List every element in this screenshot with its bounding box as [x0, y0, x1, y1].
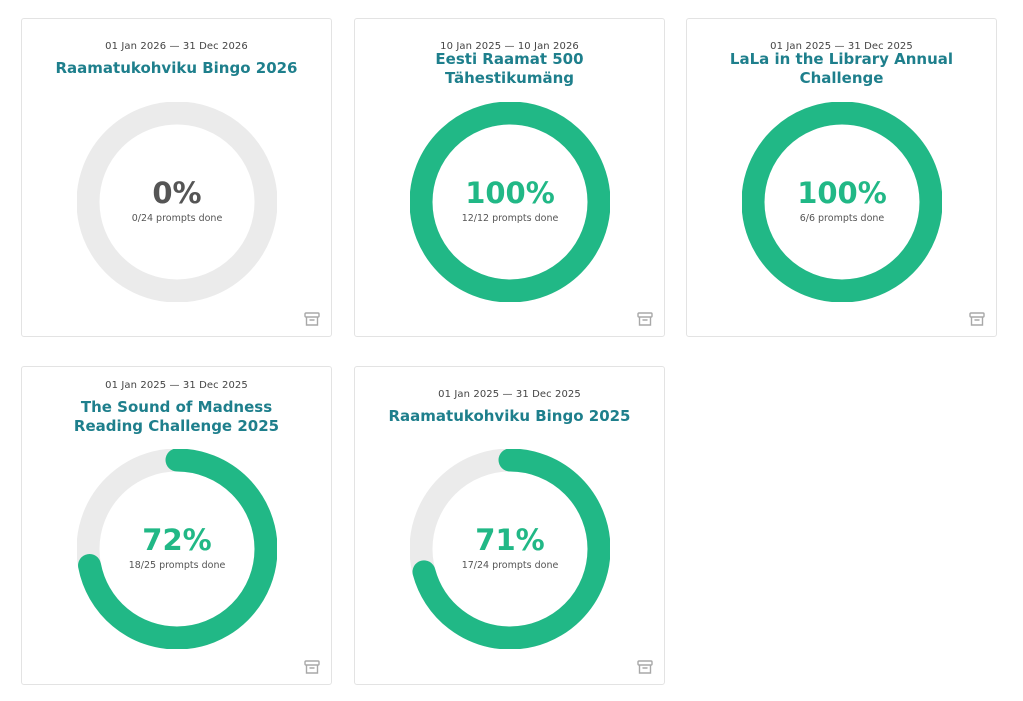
- challenge-dates: 01 Jan 2025 — 31 Dec 2025: [105, 380, 248, 391]
- progress-ring: 71% 17/24 prompts done: [410, 449, 610, 649]
- progress-ring-fill: [77, 449, 277, 649]
- challenge-dates: 01 Jan 2025 — 31 Dec 2025: [438, 389, 581, 400]
- progress-percent: 0%: [152, 176, 202, 210]
- challenge-title[interactable]: Raamatukohviku Bingo 2026: [55, 59, 298, 77]
- progress-ring-track: [77, 102, 277, 302]
- progress-prompts-done: 6/6 prompts done: [799, 213, 885, 224]
- archive-icon: [304, 660, 320, 674]
- challenge-card[interactable]: 01 Jan 2026 — 31 Dec 2026 Raamatukohviku…: [21, 18, 332, 337]
- challenge-title[interactable]: Eesti Raamat 500 Tähestikumäng: [435, 50, 584, 87]
- archive-button[interactable]: [303, 658, 321, 676]
- archive-icon: [637, 312, 653, 326]
- progress-percent: 100%: [797, 176, 887, 210]
- challenge-card[interactable]: 01 Jan 2025 — 31 Dec 2025 The Sound of M…: [21, 366, 332, 685]
- progress-ring: 72% 18/25 prompts done: [77, 449, 277, 649]
- progress-percent: 100%: [465, 176, 555, 210]
- archive-button[interactable]: [968, 310, 986, 328]
- progress-ring: 100% 6/6 prompts done: [742, 102, 942, 302]
- progress-ring-fill: [742, 102, 942, 302]
- progress-ring-fill: [410, 102, 610, 302]
- challenge-title[interactable]: Raamatukohviku Bingo 2025: [388, 407, 631, 425]
- challenge-title[interactable]: The Sound of Madness Reading Challenge 2…: [73, 398, 280, 435]
- archive-button[interactable]: [636, 658, 654, 676]
- challenge-title[interactable]: LaLa in the Library Annual Challenge: [729, 50, 954, 87]
- progress-prompts-done: 0/24 prompts done: [131, 213, 223, 224]
- challenge-card[interactable]: 01 Jan 2025 — 31 Dec 2025 LaLa in the Li…: [686, 18, 997, 337]
- progress-prompts-done: 18/25 prompts done: [128, 560, 226, 571]
- challenge-dates: 10 Jan 2025 — 10 Jan 2026: [440, 41, 579, 52]
- progress-percent: 71%: [475, 523, 545, 557]
- progress-ring: 100% 12/12 prompts done: [410, 102, 610, 302]
- challenge-dates: 01 Jan 2026 — 31 Dec 2026: [105, 41, 248, 52]
- archive-button[interactable]: [636, 310, 654, 328]
- archive-button[interactable]: [303, 310, 321, 328]
- progress-prompts-done: 12/12 prompts done: [461, 213, 559, 224]
- archive-icon: [969, 312, 985, 326]
- challenge-card[interactable]: 01 Jan 2025 — 31 Dec 2025 Raamatukohviku…: [354, 366, 665, 685]
- archive-icon: [304, 312, 320, 326]
- progress-prompts-done: 17/24 prompts done: [461, 560, 559, 571]
- progress-percent: 72%: [142, 523, 212, 557]
- challenge-card[interactable]: 10 Jan 2025 — 10 Jan 2026 Eesti Raamat 5…: [354, 18, 665, 337]
- progress-ring: 0% 0/24 prompts done: [77, 102, 277, 302]
- archive-icon: [637, 660, 653, 674]
- challenge-dates: 01 Jan 2025 — 31 Dec 2025: [770, 41, 913, 52]
- progress-ring-fill: [410, 449, 610, 649]
